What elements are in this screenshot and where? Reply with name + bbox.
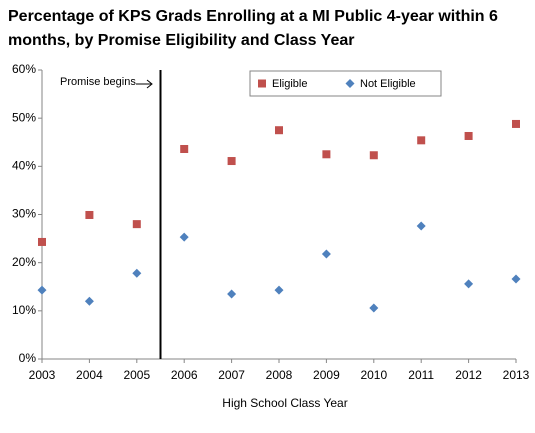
- x-tick-label: 2003: [29, 368, 56, 382]
- marker: [275, 126, 283, 135]
- x-tick-label: 2008: [266, 368, 293, 382]
- marker: [369, 303, 379, 313]
- y-tick-label: 40%: [12, 159, 36, 173]
- legend-label: Not Eligible: [360, 78, 416, 90]
- arrow: [136, 79, 153, 89]
- marker: [227, 289, 237, 299]
- marker: [274, 285, 284, 295]
- x-tick-label: 2006: [171, 368, 198, 382]
- x-tick-label: 2011: [408, 368, 434, 382]
- marker: [511, 274, 521, 284]
- marker: [464, 131, 473, 140]
- legend-marker: [258, 79, 266, 88]
- x-tick-label: 2007: [218, 368, 245, 382]
- annotation: Promise begins: [60, 76, 136, 88]
- x-tick-label: 2013: [503, 368, 530, 382]
- marker: [416, 221, 426, 231]
- legend-marker: [345, 79, 355, 88]
- marker: [85, 210, 94, 219]
- marker: [417, 136, 426, 145]
- x-tick-label: 2005: [123, 368, 150, 382]
- marker: [227, 157, 236, 166]
- marker: [38, 237, 46, 246]
- x-axis-label: High School Class Year: [222, 396, 347, 410]
- marker: [464, 279, 474, 289]
- marker: [321, 249, 331, 259]
- y-tick-label: 60%: [12, 62, 36, 76]
- marker: [369, 151, 378, 160]
- marker: [132, 268, 142, 278]
- marker: [84, 296, 94, 306]
- marker: [322, 150, 331, 159]
- y-tick-label: 10%: [12, 303, 36, 317]
- x-tick-label: 2010: [360, 368, 387, 382]
- marker: [132, 220, 141, 229]
- marker: [180, 144, 189, 153]
- y-tick-label: 50%: [12, 110, 36, 124]
- y-tick-label: 0%: [19, 351, 37, 365]
- x-tick-label: 2012: [455, 368, 482, 382]
- marker: [512, 119, 520, 128]
- legend-label: Eligible: [272, 78, 307, 90]
- y-tick-label: 20%: [12, 255, 36, 269]
- marker: [179, 232, 189, 242]
- y-tick-label: 30%: [12, 207, 36, 221]
- x-tick-label: 2009: [313, 368, 340, 382]
- chart-title: Percentage of KPS Grads Enrolling at a M…: [8, 8, 498, 49]
- marker: [37, 285, 47, 295]
- x-tick-label: 2004: [76, 368, 103, 382]
